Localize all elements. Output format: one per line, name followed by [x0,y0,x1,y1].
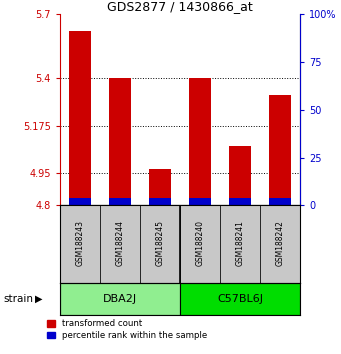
Bar [149,198,171,205]
Text: ▶: ▶ [35,294,43,304]
Bar [60,283,180,315]
Bar [260,205,300,283]
Bar [180,205,220,283]
Text: GSM188243: GSM188243 [75,220,84,266]
Bar [229,198,251,205]
Text: GSM188240: GSM188240 [195,220,204,266]
Bar [140,205,180,283]
Bar [109,198,131,205]
Text: GSM188245: GSM188245 [155,220,164,266]
Text: DBA2J: DBA2J [103,294,137,304]
Bar [189,78,211,205]
Bar [60,205,100,283]
Bar [220,205,260,283]
Bar [229,146,251,205]
Legend: transformed count, percentile rank within the sample: transformed count, percentile rank withi… [47,319,207,340]
Text: GSM188242: GSM188242 [276,220,284,266]
Bar [189,198,211,205]
Text: C57BL6J: C57BL6J [217,294,263,304]
Bar [69,31,91,205]
Bar [100,205,140,283]
Text: GSM188241: GSM188241 [236,220,244,266]
Bar [69,198,91,205]
Title: GDS2877 / 1430866_at: GDS2877 / 1430866_at [107,0,253,13]
Bar [269,198,291,205]
Bar [180,283,300,315]
Bar [269,95,291,205]
Text: strain: strain [3,294,33,304]
Bar [109,78,131,205]
Bar [149,169,171,205]
Text: GSM188244: GSM188244 [115,220,124,266]
